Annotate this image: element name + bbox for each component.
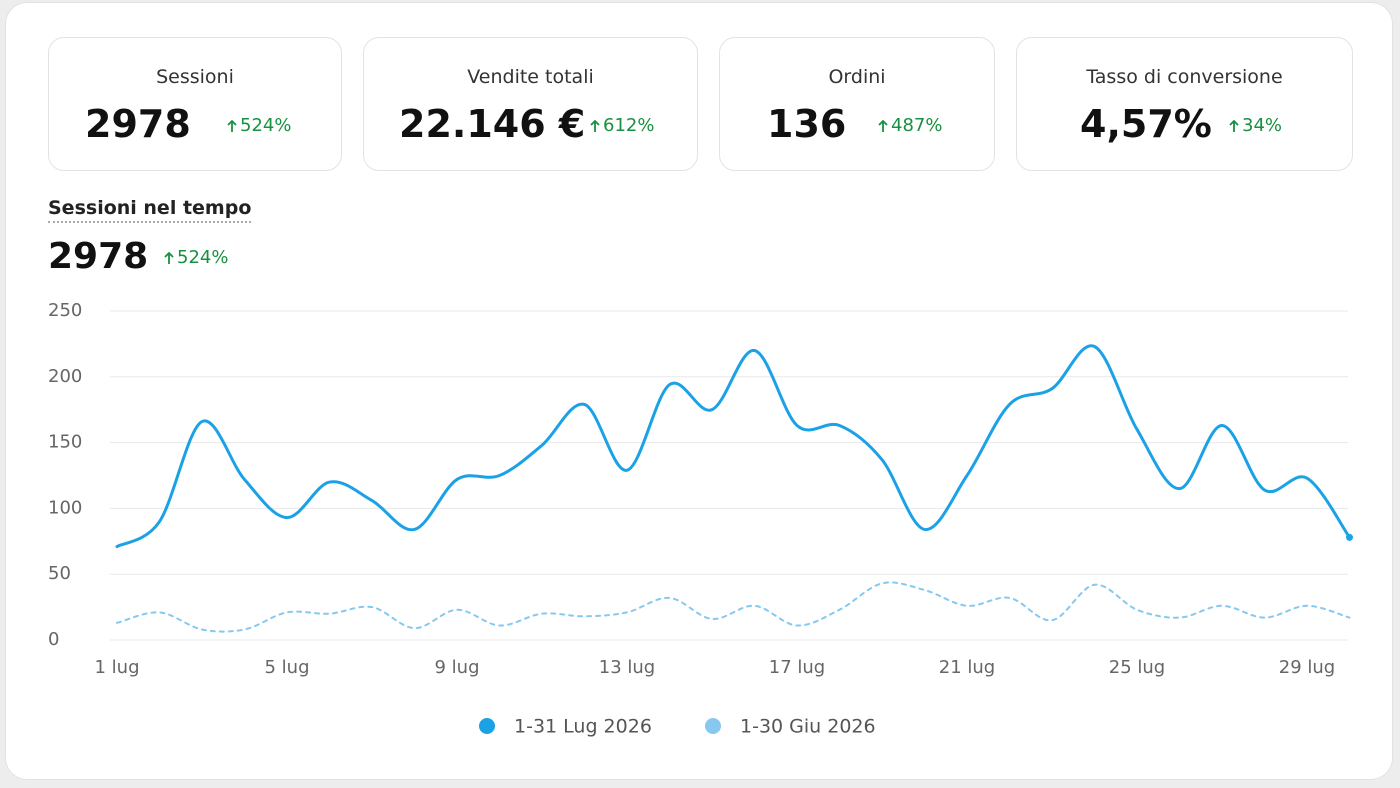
x-tick-label: 9 lug (434, 657, 479, 678)
arrow-up (164, 251, 174, 264)
kpi-change-text: 612% (603, 115, 655, 136)
y-tick-label: 200 (48, 366, 82, 387)
x-tick-label: 21 lug (939, 657, 995, 678)
kpi-label: Ordini (828, 66, 886, 88)
chart-change-text: 524% (177, 247, 229, 268)
kpi-change-text: 34% (1242, 115, 1283, 136)
kpi-card: Ordini 136 487% (719, 37, 995, 171)
arrow-up (227, 119, 237, 132)
x-tick-label: 1 lug (94, 657, 139, 678)
kpi-card: Tasso di conversione 4,57% 34% (1016, 37, 1353, 171)
chart-change: 524% (163, 247, 228, 268)
kpi-change-text: 487% (891, 115, 943, 136)
arrow-up (1229, 119, 1239, 132)
legend-label: 1-30 Giu 2026 (740, 716, 876, 738)
x-tick-label: 13 lug (599, 657, 655, 678)
kpi-label: Sessioni (156, 66, 234, 88)
y-tick-label: 250 (48, 300, 82, 321)
arrow-up (878, 119, 888, 132)
kpi-label: Vendite totali (467, 66, 594, 88)
end-dot (1346, 533, 1353, 541)
y-tick-label: 100 (48, 497, 82, 518)
chart-title: Sessioni nel tempo (48, 197, 252, 223)
kpi-card: Sessioni 2978 524% (48, 37, 342, 171)
legend-swatch (705, 718, 721, 734)
kpi-value: 2978 (85, 102, 191, 146)
series-line (115, 344, 1351, 549)
x-tick-label: 29 lug (1279, 657, 1335, 678)
y-tick-label: 150 (48, 432, 82, 453)
kpi-change: 34% (1228, 115, 1282, 136)
kpi-value: 136 (767, 102, 847, 146)
x-tick-label: 25 lug (1109, 657, 1165, 678)
x-tick-label: 5 lug (264, 657, 309, 678)
y-tick-label: 0 (48, 629, 59, 650)
kpi-value: 22.146 € (399, 102, 586, 146)
kpi-value: 4,57% (1080, 102, 1212, 146)
legend-swatch (479, 718, 495, 734)
x-tick-label: 17 lug (769, 657, 825, 678)
chart-total: 2978 (48, 236, 149, 277)
y-tick-label: 50 (48, 563, 71, 584)
legend-label: 1-31 Lug 2026 (514, 716, 652, 738)
kpi-change: 487% (877, 115, 942, 136)
kpi-label: Tasso di conversione (1086, 66, 1283, 88)
kpi-card: Vendite totali 22.146 € 612% (363, 37, 698, 171)
kpi-change-text: 524% (240, 115, 292, 136)
kpi-change: 612% (589, 115, 654, 136)
series-line (116, 581, 1351, 633)
kpi-change: 524% (226, 115, 291, 136)
arrow-up (590, 119, 600, 132)
